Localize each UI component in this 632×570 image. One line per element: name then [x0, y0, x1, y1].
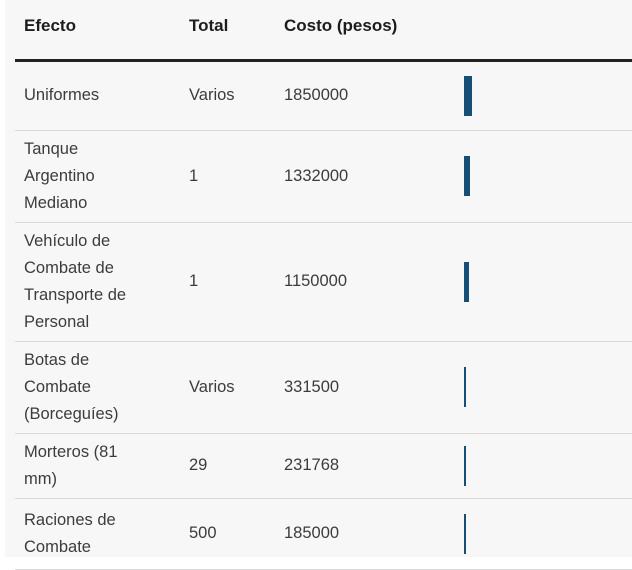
cell-efecto: Tanque Argentino Mediano	[15, 130, 180, 223]
cell-costo: 231768	[275, 433, 457, 499]
cost-bar	[464, 156, 470, 196]
cell-total: 29	[180, 433, 275, 499]
cell-efecto: Morteros (81 mm)	[15, 433, 180, 499]
cell-total: 1	[180, 222, 275, 342]
table-row: Morteros (81 mm) 29 231768	[15, 433, 632, 499]
table-row: Raciones de Combate 500 185000	[15, 498, 632, 570]
cell-efecto: Uniformes	[15, 60, 180, 131]
cell-bar	[457, 341, 632, 434]
cost-table: Efecto Total Costo (pesos) Uniformes Var…	[15, 0, 632, 570]
cell-efecto: Botas de Combate (Borceguíes)	[15, 341, 180, 434]
column-header-costo: Costo (pesos)	[275, 0, 457, 62]
table-row: Uniformes Varios 1850000	[15, 60, 632, 131]
cost-bar	[464, 75, 472, 116]
table-row: Vehículo de Combate de Transporte de Per…	[15, 222, 632, 342]
cell-bar	[457, 60, 632, 131]
cost-table-chart: Efecto Total Costo (pesos) Uniformes Var…	[5, 0, 632, 570]
column-header-efecto: Efecto	[15, 0, 180, 62]
cost-bar	[464, 261, 469, 302]
column-header-total: Total	[180, 0, 275, 62]
cost-bar	[464, 445, 466, 486]
cell-costo: 1332000	[275, 130, 457, 223]
cell-total: Varios	[180, 60, 275, 131]
cell-costo: 1150000	[275, 222, 457, 342]
cell-efecto: Raciones de Combate	[15, 498, 180, 570]
cell-bar	[457, 130, 632, 223]
cell-costo: 331500	[275, 341, 457, 434]
column-header-bar	[457, 0, 632, 62]
cell-costo: 1850000	[275, 60, 457, 131]
table-row: Botas de Combate (Borceguíes) Varios 331…	[15, 341, 632, 434]
cost-bar	[464, 513, 466, 554]
cell-total: 500	[180, 498, 275, 570]
cell-total: 1	[180, 130, 275, 223]
cost-bar	[464, 367, 466, 407]
header-row: Efecto Total Costo (pesos)	[15, 0, 632, 62]
cell-bar	[457, 222, 632, 342]
cell-costo: 185000	[275, 498, 457, 570]
cell-efecto: Vehículo de Combate de Transporte de Per…	[15, 222, 180, 342]
table-row: Tanque Argentino Mediano 1 1332000	[15, 130, 632, 223]
cell-bar	[457, 498, 632, 570]
cell-total: Varios	[180, 341, 275, 434]
cell-bar	[457, 433, 632, 499]
